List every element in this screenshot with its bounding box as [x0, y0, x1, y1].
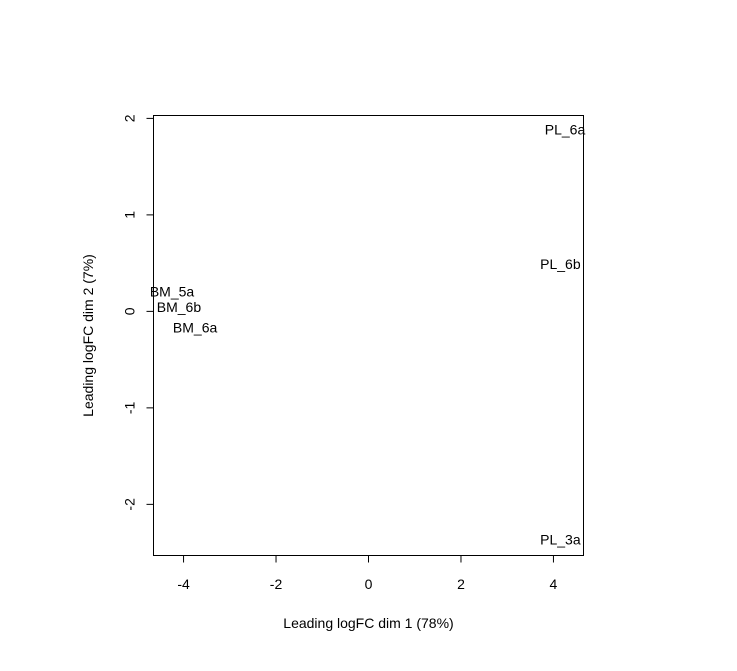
y-tick-label: -1 — [122, 401, 138, 414]
x-tick-label: -4 — [177, 576, 190, 592]
y-axis-title: Leading logFC dim 2 (7%) — [80, 254, 96, 417]
plot-frame — [153, 115, 584, 556]
point-label: BM_6b — [157, 299, 202, 315]
y-tick-label: -2 — [122, 498, 138, 511]
x-tick-label: 4 — [550, 576, 558, 592]
point-label: PL_6a — [545, 122, 586, 138]
x-axis: -4 -2 0 2 4 — [177, 555, 558, 592]
x-axis-title: Leading logFC dim 1 (78%) — [283, 615, 453, 631]
y-tick-label: 2 — [122, 114, 138, 122]
point-label: PL_6b — [540, 256, 581, 272]
point-label: PL_3a — [540, 532, 581, 548]
y-axis: -2 -1 0 1 2 — [122, 114, 154, 511]
y-tick-label: 0 — [122, 307, 138, 315]
x-tick-label: 0 — [365, 576, 373, 592]
point-label: BM_6a — [173, 319, 218, 335]
x-tick-label: 2 — [457, 576, 465, 592]
point-label: BM_5a — [150, 284, 195, 300]
y-tick-label: 1 — [122, 211, 138, 219]
x-tick-label: -2 — [270, 576, 283, 592]
